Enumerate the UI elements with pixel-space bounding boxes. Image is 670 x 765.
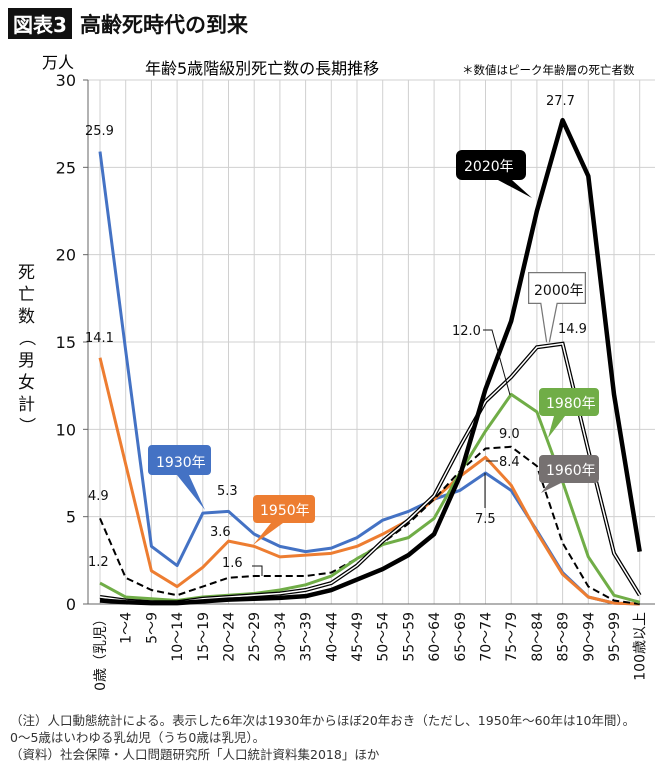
y-tick-label: 30 [56,71,76,90]
y-axis-label-char: （ [16,329,36,346]
data-label: 12.0 [452,324,481,339]
chart-title: 年齢5歳階級別死亡数の長期推移 [145,59,379,78]
y-tick-label: 5 [66,508,76,527]
x-tick-label: 75〜79 [504,612,520,662]
data-label: 14.1 [85,331,114,346]
callout-1980-label: 1980年 [546,396,596,412]
callout-2020: 2020年 [456,150,532,198]
data-label: 1.2 [88,555,109,570]
series-line-2020年 [99,117,642,606]
callout-1930-label: 1930年 [156,455,206,471]
x-tick-label: 1〜4 [119,612,135,644]
figure-title: 高齢死時代の到来 [80,13,248,37]
x-tick-label: 70〜74 [479,612,495,662]
x-tick-label: 90〜94 [581,612,597,662]
chart-subtitle: ＊数値はピーク年齢層の死亡者数 [462,63,635,77]
x-tick-label: 40〜44 [324,612,340,662]
data-label: 27.7 [546,94,575,109]
data-label: 1.6 [222,556,243,571]
x-tick-label: 45〜49 [350,612,366,662]
y-tick-label: 20 [56,246,76,265]
x-tick-label: 15〜19 [196,612,212,662]
x-tick-label: 25〜29 [247,612,263,662]
y-axis-label: 死亡数 （ 男女計 ） [16,263,36,434]
line-chart: 万人 年齢5歳階級別死亡数の長期推移 ＊数値はピーク年齢層の死亡者数 0 5 10 1… [16,53,655,691]
x-tick-label: 65〜69 [453,612,469,662]
y-tick-label: 25 [56,158,76,177]
x-tick-label: 100歳以上 [633,612,649,681]
y-tick-label: 0 [66,595,76,614]
data-label: 5.3 [217,484,238,499]
note-2: 0〜5歳はいわゆる乳幼児（うち0歳は乳児）。 [10,730,266,745]
data-label: 9.0 [499,427,520,442]
data-label: 14.9 [558,322,587,337]
x-tick-label: 50〜54 [376,612,392,662]
note-3: （資料）社会保障・人口問題研究所「人口統計資料集2018」ほか [10,747,380,762]
x-tick-label: 30〜34 [273,612,289,662]
callout-1950-label: 1950年 [260,503,310,519]
callout-1930: 1930年 [148,445,211,510]
y-axis-label-char: 数 [18,307,35,327]
series-line-1950年 [98,357,640,606]
x-tick-label: 55〜59 [401,612,417,662]
callout-1960-label: 1960年 [546,463,596,479]
x-tick-label: 80〜84 [530,612,546,662]
y-axis-label-char: 計 [18,395,35,415]
y-axis-label-char: 女 [18,373,35,393]
x-tick-label: 60〜64 [427,612,443,662]
callout-2000-label: 2000年 [534,283,584,299]
x-tick-label: 0歳（乳児） [93,612,109,691]
x-tick-label: 5〜9 [144,612,160,644]
y-unit: 万人 [42,53,74,72]
x-tick-label: 95〜99 [607,612,623,662]
series-line-1930年 [98,151,640,606]
data-label: 4.9 [88,489,109,504]
y-axis-label-char: 死 [18,263,35,283]
data-label: 3.6 [210,525,231,540]
callout-1980: 1980年 [539,388,599,438]
x-tick-label: 85〜89 [556,612,572,662]
x-tick-label: 35〜39 [299,612,315,662]
callout-2020-label: 2020年 [464,159,514,175]
y-tick-label: 10 [56,420,76,439]
callout-2000: 2000年 [528,272,586,343]
y-axis-label-char: 男 [18,351,35,371]
y-axis-label-char: ） [16,417,36,434]
x-tick-label: 10〜14 [170,612,186,662]
y-axis-label-char: 亡 [18,285,35,305]
data-label: 25.9 [85,124,114,139]
callout-1950: 1950年 [253,495,315,545]
y-tick-label: 15 [56,333,76,352]
note-1: （注）人口動態統計による。表示した6年次は1930年からほぼ20年おき（ただし、… [10,713,636,728]
figure-tag: 図表3 [8,8,72,39]
data-label: 7.5 [475,512,496,527]
data-label: 8.4 [499,455,520,470]
x-tick-label: 20〜24 [222,612,238,662]
series-line-1980年 [99,392,641,604]
callout-1960: 1960年 [539,455,599,493]
